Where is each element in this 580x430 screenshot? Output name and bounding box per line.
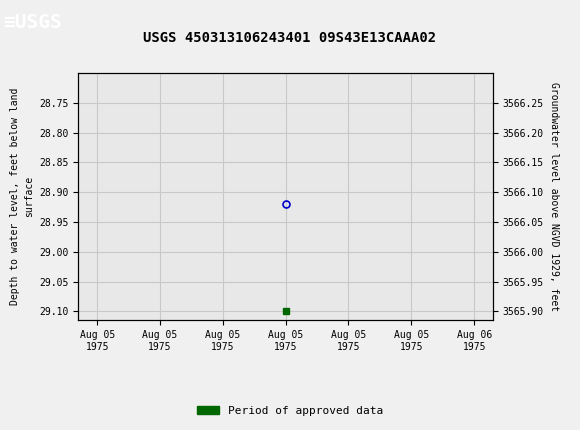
Text: ≡USGS: ≡USGS [3, 13, 61, 32]
Legend: Period of approved data: Period of approved data [193, 401, 387, 420]
Text: USGS 450313106243401 09S43E13CAAA02: USGS 450313106243401 09S43E13CAAA02 [143, 31, 437, 45]
Y-axis label: Groundwater level above NGVD 1929, feet: Groundwater level above NGVD 1929, feet [549, 82, 559, 311]
Y-axis label: Depth to water level, feet below land
surface: Depth to water level, feet below land su… [10, 88, 34, 305]
